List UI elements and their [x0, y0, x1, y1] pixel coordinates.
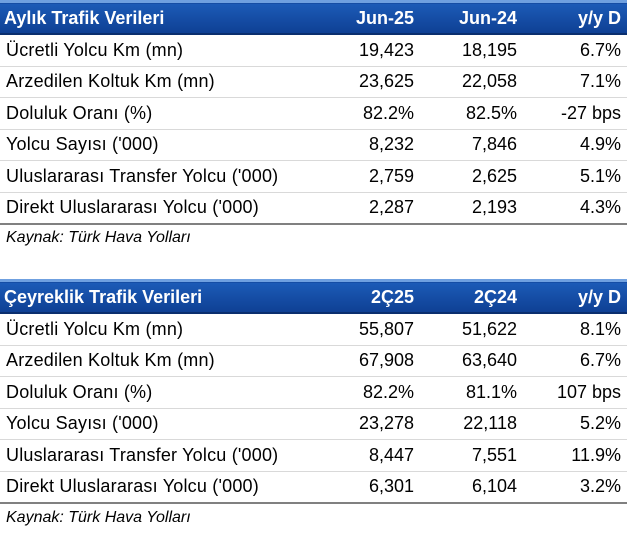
row-label: Uluslararası Transfer Yolcu ('000)	[0, 439, 316, 472]
monthly-traffic-table: Aylık Trafik Verileri Jun-25 Jun-24 y/y …	[0, 0, 627, 225]
row-value-previous: 6,104	[420, 471, 523, 504]
row-value-change: 7.1%	[523, 66, 627, 98]
table-row: Yolcu Sayısı ('000) 23,278 22,118 5.2%	[0, 408, 627, 440]
table-row: Arzedilen Koltuk Km (mn) 23,625 22,058 7…	[0, 66, 627, 98]
row-value-current: 55,807	[316, 313, 420, 346]
row-label: Doluluk Oranı (%)	[0, 97, 316, 130]
row-value-previous: 18,195	[420, 34, 523, 67]
table-row: Doluluk Oranı (%) 82.2% 82.5% -27 bps	[0, 97, 627, 130]
row-value-change: 6.7%	[523, 345, 627, 377]
row-value-current: 82.2%	[316, 376, 420, 409]
table-row: Yolcu Sayısı ('000) 8,232 7,846 4.9%	[0, 129, 627, 161]
row-value-previous: 51,622	[420, 313, 523, 346]
quarterly-col-change: y/y D	[523, 279, 627, 314]
quarterly-header-row: Çeyreklik Trafik Verileri 2Ç25 2Ç24 y/y …	[0, 279, 627, 314]
row-value-previous: 81.1%	[420, 376, 523, 409]
row-label: Direkt Uluslararası Yolcu ('000)	[0, 471, 316, 504]
row-value-current: 2,759	[316, 160, 420, 193]
row-label: Arzedilen Koltuk Km (mn)	[0, 66, 316, 98]
table-row: Uluslararası Transfer Yolcu ('000) 2,759…	[0, 160, 627, 193]
table-row: Direkt Uluslararası Yolcu ('000) 6,301 6…	[0, 471, 627, 504]
row-value-previous: 7,846	[420, 129, 523, 161]
quarterly-col-previous: 2Ç24	[420, 279, 523, 314]
monthly-col-change: y/y D	[523, 0, 627, 35]
row-value-previous: 82.5%	[420, 97, 523, 130]
row-value-change: 11.9%	[523, 439, 627, 472]
row-value-current: 2,287	[316, 192, 420, 225]
monthly-header-row: Aylık Trafik Verileri Jun-25 Jun-24 y/y …	[0, 0, 627, 35]
row-value-change: 4.3%	[523, 192, 627, 225]
row-value-change: 5.2%	[523, 408, 627, 440]
table-row: Ücretli Yolcu Km (mn) 55,807 51,622 8.1%	[0, 313, 627, 346]
row-value-current: 19,423	[316, 34, 420, 67]
row-value-previous: 7,551	[420, 439, 523, 472]
quarterly-title: Çeyreklik Trafik Verileri	[0, 279, 316, 314]
table-row: Arzedilen Koltuk Km (mn) 67,908 63,640 6…	[0, 345, 627, 377]
monthly-col-current: Jun-25	[316, 0, 420, 35]
table-row: Uluslararası Transfer Yolcu ('000) 8,447…	[0, 439, 627, 472]
table-row: Doluluk Oranı (%) 82.2% 81.1% 107 bps	[0, 376, 627, 409]
row-label: Yolcu Sayısı ('000)	[0, 129, 316, 161]
row-value-current: 23,625	[316, 66, 420, 98]
table-row: Ücretli Yolcu Km (mn) 19,423 18,195 6.7%	[0, 34, 627, 67]
row-label: Yolcu Sayısı ('000)	[0, 408, 316, 440]
row-value-previous: 2,625	[420, 160, 523, 193]
row-value-previous: 63,640	[420, 345, 523, 377]
row-value-current: 8,232	[316, 129, 420, 161]
quarterly-source-note: Kaynak: Türk Hava Yolları	[6, 509, 191, 526]
monthly-col-previous: Jun-24	[420, 0, 523, 35]
quarterly-traffic-table: Çeyreklik Trafik Verileri 2Ç25 2Ç24 y/y …	[0, 279, 627, 504]
row-label: Doluluk Oranı (%)	[0, 376, 316, 409]
row-value-change: 107 bps	[523, 376, 627, 409]
row-value-current: 67,908	[316, 345, 420, 377]
row-value-previous: 22,118	[420, 408, 523, 440]
row-label: Uluslararası Transfer Yolcu ('000)	[0, 160, 316, 193]
row-value-current: 6,301	[316, 471, 420, 504]
monthly-title: Aylık Trafik Verileri	[0, 0, 316, 35]
row-value-previous: 2,193	[420, 192, 523, 225]
row-value-change: 8.1%	[523, 313, 627, 346]
monthly-source-note: Kaynak: Türk Hava Yolları	[6, 229, 191, 246]
table-row: Direkt Uluslararası Yolcu ('000) 2,287 2…	[0, 192, 627, 225]
row-value-current: 23,278	[316, 408, 420, 440]
row-value-change: 5.1%	[523, 160, 627, 193]
row-value-previous: 22,058	[420, 66, 523, 98]
row-label: Ücretli Yolcu Km (mn)	[0, 313, 316, 346]
row-value-change: 6.7%	[523, 34, 627, 67]
quarterly-col-current: 2Ç25	[316, 279, 420, 314]
row-label: Ücretli Yolcu Km (mn)	[0, 34, 316, 67]
row-value-change: -27 bps	[523, 97, 627, 130]
row-value-change: 4.9%	[523, 129, 627, 161]
row-value-current: 82.2%	[316, 97, 420, 130]
row-label: Arzedilen Koltuk Km (mn)	[0, 345, 316, 377]
row-value-current: 8,447	[316, 439, 420, 472]
row-value-change: 3.2%	[523, 471, 627, 504]
row-label: Direkt Uluslararası Yolcu ('000)	[0, 192, 316, 225]
